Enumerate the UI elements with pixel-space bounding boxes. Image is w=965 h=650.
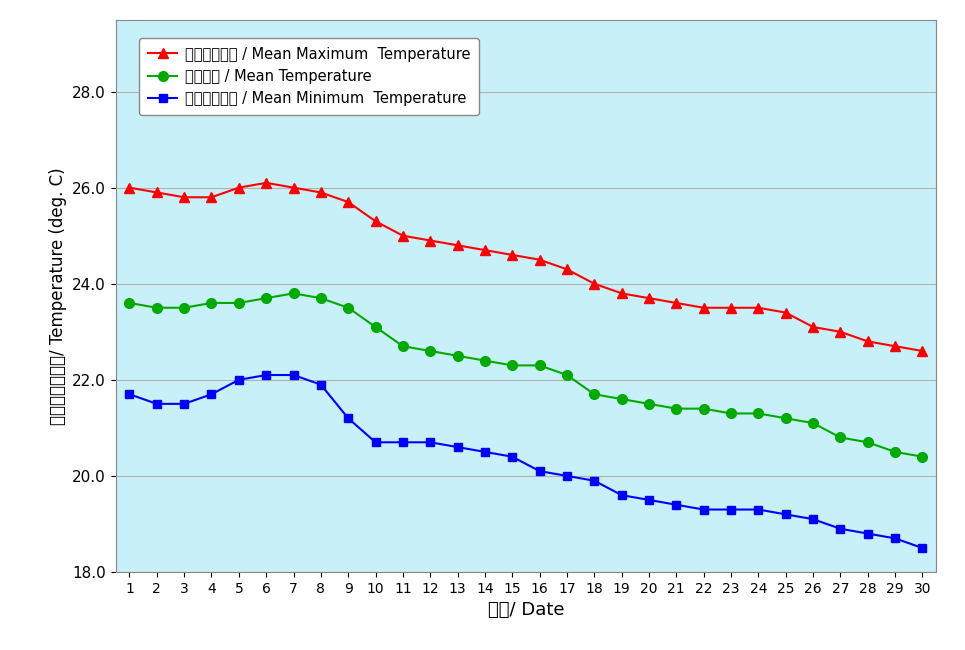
平均最高氣溫 / Mean Maximum  Temperature xyxy=(726,304,737,311)
平均氣溫 / Mean Temperature xyxy=(315,294,326,302)
平均最低氣溫 / Mean Minimum  Temperature xyxy=(370,438,381,446)
平均最高氣溫 / Mean Maximum  Temperature xyxy=(862,337,873,345)
Line: 平均最高氣溫 / Mean Maximum  Temperature: 平均最高氣溫 / Mean Maximum Temperature xyxy=(124,178,927,356)
平均最高氣溫 / Mean Maximum  Temperature xyxy=(616,289,627,297)
平均最低氣溫 / Mean Minimum  Temperature xyxy=(534,467,545,475)
平均氣溫 / Mean Temperature xyxy=(726,410,737,417)
平均氣溫 / Mean Temperature xyxy=(835,434,846,441)
平均最高氣溫 / Mean Maximum  Temperature xyxy=(671,299,682,307)
平均最高氣溫 / Mean Maximum  Temperature xyxy=(425,237,436,244)
平均最低氣溫 / Mean Minimum  Temperature xyxy=(835,525,846,532)
平均最低氣溫 / Mean Minimum  Temperature xyxy=(124,391,135,398)
平均氣溫 / Mean Temperature xyxy=(917,453,928,461)
平均最高氣溫 / Mean Maximum  Temperature xyxy=(124,184,135,192)
平均氣溫 / Mean Temperature xyxy=(616,395,627,403)
平均最高氣溫 / Mean Maximum  Temperature xyxy=(698,304,709,311)
Legend: 平均最高氣溫 / Mean Maximum  Temperature, 平均氣溫 / Mean Temperature, 平均最低氣溫 / Mean Minim: 平均最高氣溫 / Mean Maximum Temperature, 平均氣溫 … xyxy=(140,38,479,115)
平均最低氣溫 / Mean Minimum  Temperature xyxy=(753,506,764,514)
平均最高氣溫 / Mean Maximum  Temperature xyxy=(288,184,299,192)
平均最高氣溫 / Mean Maximum  Temperature xyxy=(343,198,354,206)
平均氣溫 / Mean Temperature xyxy=(206,299,217,307)
平均最低氣溫 / Mean Minimum  Temperature xyxy=(780,510,791,518)
平均最低氣溫 / Mean Minimum  Temperature xyxy=(288,371,299,379)
平均最高氣溫 / Mean Maximum  Temperature xyxy=(452,241,463,249)
平均最高氣溫 / Mean Maximum  Temperature xyxy=(315,188,326,196)
平均最低氣溫 / Mean Minimum  Temperature xyxy=(343,414,354,422)
平均最低氣溫 / Mean Minimum  Temperature xyxy=(562,472,573,480)
平均最高氣溫 / Mean Maximum  Temperature xyxy=(206,193,217,201)
平均最高氣溫 / Mean Maximum  Temperature xyxy=(370,217,381,225)
平均氣溫 / Mean Temperature xyxy=(643,400,654,408)
平均最低氣溫 / Mean Minimum  Temperature xyxy=(206,391,217,398)
平均氣溫 / Mean Temperature xyxy=(671,405,682,413)
平均最高氣溫 / Mean Maximum  Temperature xyxy=(589,280,600,288)
平均最高氣溫 / Mean Maximum  Temperature xyxy=(261,179,272,187)
平均最低氣溫 / Mean Minimum  Temperature xyxy=(507,453,518,461)
平均最高氣溫 / Mean Maximum  Temperature xyxy=(643,294,654,302)
平均最低氣溫 / Mean Minimum  Temperature xyxy=(643,496,654,504)
平均氣溫 / Mean Temperature xyxy=(862,438,873,446)
Y-axis label: 溫度（攝氏度）/ Temperature (deg. C): 溫度（攝氏度）/ Temperature (deg. C) xyxy=(48,167,67,424)
平均氣溫 / Mean Temperature xyxy=(261,294,272,302)
平均最低氣溫 / Mean Minimum  Temperature xyxy=(179,400,190,408)
平均氣溫 / Mean Temperature xyxy=(452,352,463,359)
平均最低氣溫 / Mean Minimum  Temperature xyxy=(398,438,409,446)
平均最高氣溫 / Mean Maximum  Temperature xyxy=(398,232,409,240)
平均最低氣溫 / Mean Minimum  Temperature xyxy=(698,506,709,514)
平均氣溫 / Mean Temperature xyxy=(398,343,409,350)
平均最低氣溫 / Mean Minimum  Temperature xyxy=(151,400,162,408)
平均最高氣溫 / Mean Maximum  Temperature xyxy=(534,256,545,264)
平均最高氣溫 / Mean Maximum  Temperature xyxy=(179,193,190,201)
平均最高氣溫 / Mean Maximum  Temperature xyxy=(562,265,573,273)
平均最高氣溫 / Mean Maximum  Temperature xyxy=(835,328,846,335)
平均氣溫 / Mean Temperature xyxy=(288,289,299,297)
平均最低氣溫 / Mean Minimum  Temperature xyxy=(479,448,490,456)
平均氣溫 / Mean Temperature xyxy=(889,448,900,456)
平均最高氣溫 / Mean Maximum  Temperature xyxy=(807,323,818,331)
平均氣溫 / Mean Temperature xyxy=(179,304,190,311)
平均氣溫 / Mean Temperature xyxy=(151,304,162,311)
平均氣溫 / Mean Temperature xyxy=(479,357,490,365)
平均最低氣溫 / Mean Minimum  Temperature xyxy=(315,381,326,389)
Line: 平均氣溫 / Mean Temperature: 平均氣溫 / Mean Temperature xyxy=(124,289,927,462)
平均最低氣溫 / Mean Minimum  Temperature xyxy=(425,438,436,446)
平均最低氣溫 / Mean Minimum  Temperature xyxy=(889,534,900,542)
Line: 平均最低氣溫 / Mean Minimum  Temperature: 平均最低氣溫 / Mean Minimum Temperature xyxy=(125,371,926,552)
平均氣溫 / Mean Temperature xyxy=(780,414,791,422)
平均最高氣溫 / Mean Maximum  Temperature xyxy=(479,246,490,254)
平均氣溫 / Mean Temperature xyxy=(425,347,436,355)
平均氣溫 / Mean Temperature xyxy=(807,419,818,427)
平均氣溫 / Mean Temperature xyxy=(507,361,518,369)
平均最低氣溫 / Mean Minimum  Temperature xyxy=(616,491,627,499)
平均最低氣溫 / Mean Minimum  Temperature xyxy=(261,371,272,379)
平均最低氣溫 / Mean Minimum  Temperature xyxy=(452,443,463,451)
平均最高氣溫 / Mean Maximum  Temperature xyxy=(507,251,518,259)
平均氣溫 / Mean Temperature xyxy=(233,299,244,307)
平均氣溫 / Mean Temperature xyxy=(753,410,764,417)
平均最低氣溫 / Mean Minimum  Temperature xyxy=(862,530,873,538)
平均最高氣溫 / Mean Maximum  Temperature xyxy=(780,309,791,317)
平均最低氣溫 / Mean Minimum  Temperature xyxy=(807,515,818,523)
平均最高氣溫 / Mean Maximum  Temperature xyxy=(753,304,764,311)
平均氣溫 / Mean Temperature xyxy=(562,371,573,379)
平均最高氣溫 / Mean Maximum  Temperature xyxy=(917,347,928,355)
平均氣溫 / Mean Temperature xyxy=(370,323,381,331)
平均最高氣溫 / Mean Maximum  Temperature xyxy=(233,184,244,192)
平均氣溫 / Mean Temperature xyxy=(589,391,600,398)
平均最低氣溫 / Mean Minimum  Temperature xyxy=(917,544,928,552)
平均氣溫 / Mean Temperature xyxy=(698,405,709,413)
平均氣溫 / Mean Temperature xyxy=(124,299,135,307)
平均最低氣溫 / Mean Minimum  Temperature xyxy=(726,506,737,514)
平均最低氣溫 / Mean Minimum  Temperature xyxy=(671,501,682,509)
平均最低氣溫 / Mean Minimum  Temperature xyxy=(589,477,600,485)
X-axis label: 日期/ Date: 日期/ Date xyxy=(487,601,565,619)
平均最低氣溫 / Mean Minimum  Temperature xyxy=(233,376,244,384)
平均最高氣溫 / Mean Maximum  Temperature xyxy=(151,188,162,196)
平均氣溫 / Mean Temperature xyxy=(534,361,545,369)
平均最高氣溫 / Mean Maximum  Temperature xyxy=(889,343,900,350)
平均氣溫 / Mean Temperature xyxy=(343,304,354,311)
